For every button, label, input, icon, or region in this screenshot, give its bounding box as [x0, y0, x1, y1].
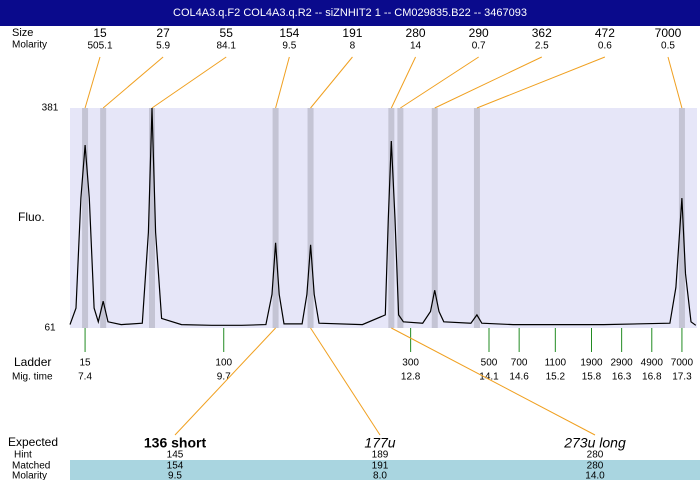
peak-size: 55	[220, 26, 234, 40]
ladder-size: 1900	[580, 358, 603, 369]
header-bar	[0, 0, 700, 26]
ladder-size: 1100	[545, 358, 567, 369]
header-title: COL4A3.q.F2 COL4A3.q.R2 -- siZNHIT2 1 --…	[173, 7, 527, 19]
hint-value: 280	[587, 450, 604, 461]
peak-connector	[390, 56, 417, 109]
peak-molarity: 9.5	[282, 41, 296, 52]
molarity-value: 9.5	[168, 471, 182, 480]
peak-molarity: 14	[410, 41, 422, 52]
peak-molarity: 2.5	[535, 41, 549, 52]
ladder-time: 16.8	[642, 372, 662, 383]
matched-value: 191	[372, 461, 389, 472]
hint-value: 145	[167, 450, 184, 461]
peak-connector	[275, 56, 290, 109]
peak-connector	[667, 56, 683, 109]
ladder-time: 14.6	[509, 372, 529, 383]
mig-time-label: Mig. time	[12, 372, 53, 383]
peak-connector	[84, 56, 101, 109]
ladder-time: 16.3	[612, 372, 632, 383]
y-tick-label: 61	[44, 323, 56, 334]
expected-label: Expected	[8, 435, 58, 449]
expected-name: 273u long	[563, 435, 626, 451]
peak-size: 154	[279, 26, 299, 40]
ladder-time: 15.8	[582, 372, 602, 383]
peak-molarity: 0.5	[661, 41, 675, 52]
match-connector	[174, 327, 276, 436]
peak-molarity: 84.1	[216, 41, 236, 52]
peak-molarity: 5.9	[156, 41, 170, 52]
peak-size: 27	[156, 26, 170, 40]
y-axis-label: Fluo.	[18, 210, 45, 224]
expected-name: 177u	[364, 435, 395, 451]
peak-molarity: 0.7	[472, 41, 486, 52]
ladder-size: 100	[215, 358, 232, 369]
match-connector	[310, 327, 381, 436]
ladder-size: 15	[80, 358, 92, 369]
ladder-time: 7.4	[78, 372, 92, 383]
peak-molarity: 0.6	[598, 41, 612, 52]
peak-size: 280	[406, 26, 426, 40]
ladder-time: 14.1	[479, 372, 499, 383]
peak-marker	[473, 108, 480, 328]
ladder-label: Ladder	[14, 355, 51, 369]
molarity-value: 8.0	[373, 471, 387, 480]
ladder-size: 300	[402, 358, 419, 369]
hint-value: 189	[372, 450, 389, 461]
peak-molarity: 505.1	[87, 41, 112, 52]
peak-marker	[272, 108, 279, 328]
y-tick-label: 381	[42, 103, 59, 114]
peak-marker	[82, 108, 89, 328]
molarity-value: 14.0	[585, 471, 605, 480]
peak-marker	[678, 108, 685, 328]
plot-area	[70, 108, 697, 328]
ladder-size: 4900	[641, 358, 664, 369]
peak-connector	[434, 56, 542, 109]
peak-marker	[148, 108, 155, 328]
result-band	[70, 460, 700, 480]
peak-marker	[431, 108, 438, 328]
matched-value: 154	[167, 461, 184, 472]
molarity-row-label: Molarity	[12, 471, 47, 480]
matched-label: Matched	[12, 461, 50, 472]
peak-connector	[151, 56, 227, 109]
match-connector	[391, 327, 596, 436]
peak-connector	[400, 56, 479, 109]
peak-size: 15	[93, 26, 107, 40]
peak-connector	[476, 56, 606, 109]
ladder-time: 9.7	[217, 372, 231, 383]
peak-marker	[397, 108, 404, 328]
ladder-time: 15.2	[546, 372, 566, 383]
peak-marker	[100, 108, 107, 328]
peak-marker	[307, 108, 314, 328]
peak-size: 362	[532, 26, 552, 40]
ladder-size: 700	[511, 358, 528, 369]
ladder-time: 17.3	[672, 372, 692, 383]
peak-size: 7000	[655, 26, 682, 40]
ladder-size: 2900	[611, 358, 634, 369]
expected-name: 136 short	[144, 435, 207, 451]
trace	[69, 107, 697, 326]
matched-value: 280	[587, 461, 604, 472]
hint-label: Hint	[14, 450, 32, 461]
peak-connector	[102, 56, 164, 109]
peak-connector	[310, 56, 353, 109]
peak-size: 290	[469, 26, 489, 40]
molarity-label: Molarity	[12, 40, 47, 51]
ladder-size: 7000	[671, 358, 694, 369]
ladder-time: 12.8	[401, 372, 421, 383]
peak-marker	[388, 108, 395, 328]
peak-molarity: 8	[350, 41, 356, 52]
peak-size: 191	[342, 26, 362, 40]
peak-size: 472	[595, 26, 615, 40]
size-label: Size	[12, 27, 33, 39]
ladder-size: 500	[481, 358, 498, 369]
